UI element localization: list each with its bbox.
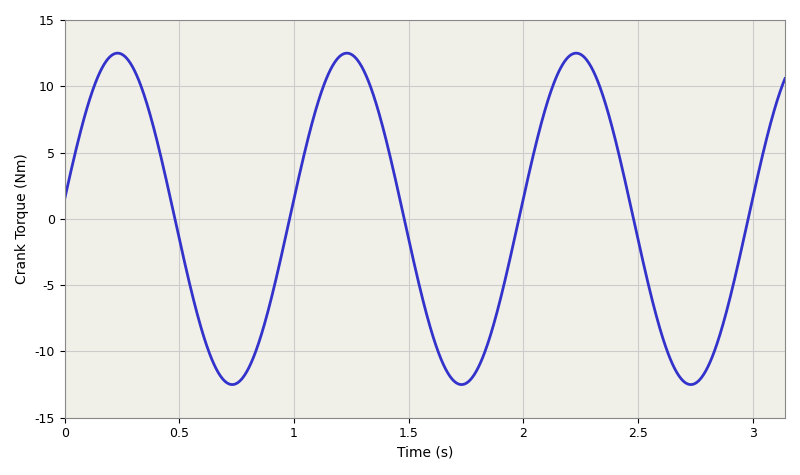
X-axis label: Time (s): Time (s) — [397, 446, 453, 460]
Y-axis label: Crank Torque (Nm): Crank Torque (Nm) — [15, 153, 29, 284]
